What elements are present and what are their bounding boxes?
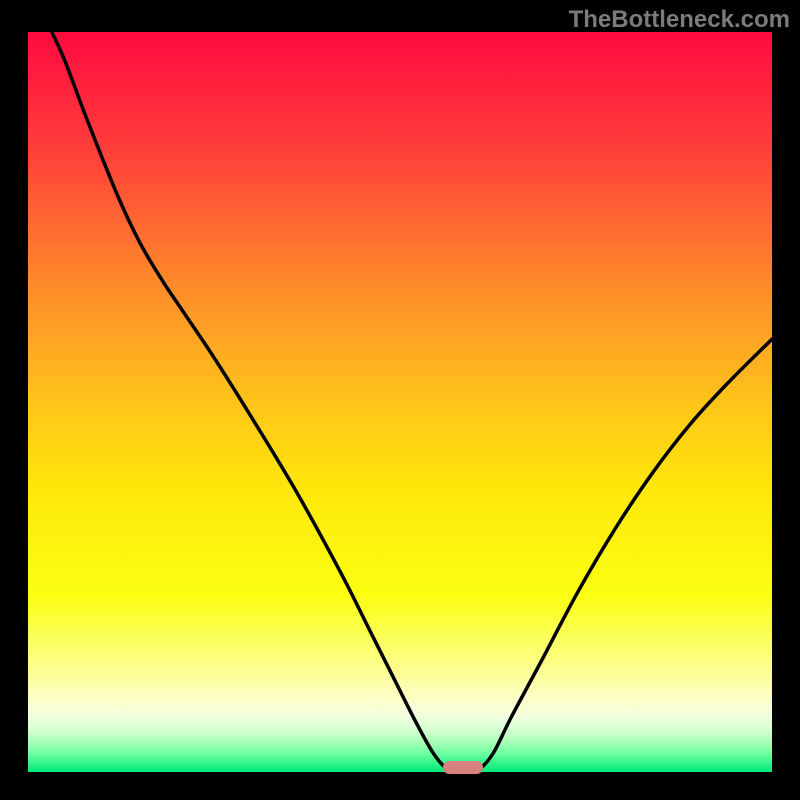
bottleneck-curve bbox=[52, 32, 772, 772]
min-marker bbox=[443, 761, 483, 774]
plot-area bbox=[28, 32, 772, 772]
watermark-label: TheBottleneck.com bbox=[569, 6, 790, 34]
curve-layer bbox=[28, 32, 772, 772]
chart-stage: TheBottleneck.com bbox=[0, 0, 800, 800]
